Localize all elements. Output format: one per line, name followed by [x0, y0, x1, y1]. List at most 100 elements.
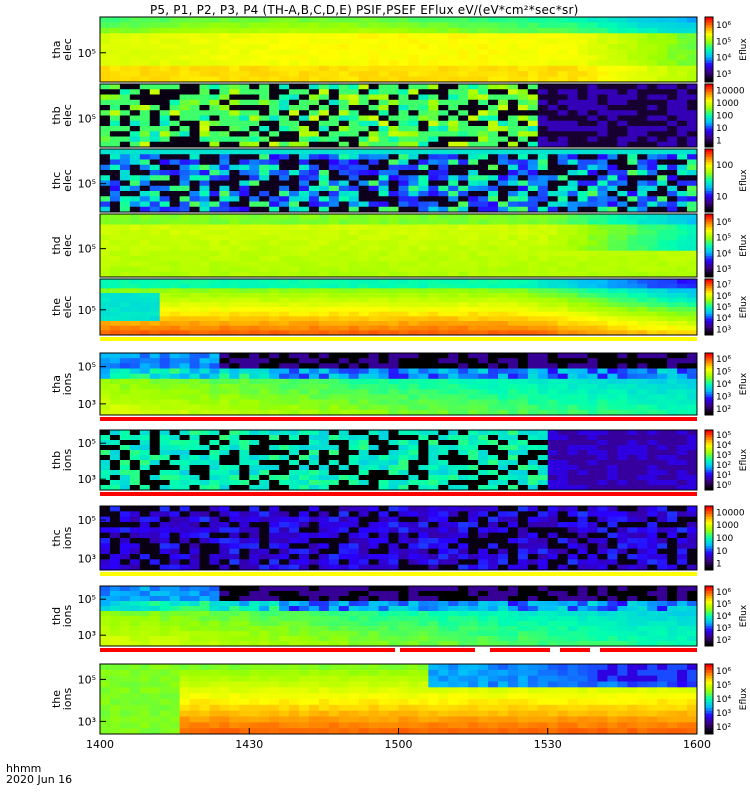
heatmap-cell: [647, 368, 658, 375]
heatmap-cell: [388, 409, 399, 416]
heatmap-cell: [139, 307, 151, 313]
heatmap-cell: [468, 330, 479, 336]
heatmap-cell: [328, 33, 340, 40]
heatmap-cell: [348, 141, 360, 148]
heatmap-cell: [677, 271, 688, 278]
heatmap-cell: [119, 445, 131, 451]
heatmap-cell: [239, 185, 250, 192]
heatmap-cell: [368, 271, 379, 278]
heatmap-cell: [129, 256, 141, 262]
heatmap-cell: [587, 71, 598, 77]
heatmap-cell: [348, 240, 360, 246]
heatmap-cell: [209, 266, 220, 273]
heatmap-cell: [199, 409, 210, 416]
heatmap-cell: [328, 170, 340, 176]
heatmap-cell: [617, 191, 628, 197]
heatmap-cell: [507, 404, 519, 411]
heatmap-cell: [159, 54, 171, 61]
heatmap-cell: [517, 302, 529, 308]
heatmap-cell: [328, 460, 340, 466]
heatmap-cell: [338, 99, 350, 106]
heatmap-cell: [537, 175, 549, 181]
colorbar-step: [705, 318, 713, 322]
heatmap-cell: [627, 44, 638, 50]
heatmap-cell: [438, 201, 449, 208]
colorbar-step: [705, 248, 713, 252]
heatmap-cell: [587, 307, 598, 313]
heatmap-cell: [378, 22, 389, 29]
heatmap-cell: [667, 409, 678, 416]
heatmap-cell: [368, 353, 379, 359]
heatmap-cell: [597, 399, 608, 406]
heatmap-cell: [219, 136, 230, 143]
heatmap-cell: [219, 293, 230, 299]
heatmap-cell: [627, 353, 638, 359]
heatmap-cell: [219, 325, 230, 331]
heatmap-cell: [249, 214, 260, 220]
heatmap-cell: [438, 399, 449, 406]
heatmap-cell: [249, 44, 260, 50]
heatmap-cell: [149, 214, 161, 220]
heatmap-cell: [398, 363, 409, 369]
heatmap-cell: [388, 353, 399, 359]
heatmap-cell: [687, 224, 698, 231]
heatmap-cell: [139, 229, 151, 236]
heatmap-cell: [557, 219, 569, 225]
heatmap-cell: [547, 430, 559, 436]
heatmap-cell: [458, 49, 469, 56]
heatmap-cell: [657, 353, 668, 359]
heatmap-cell: [517, 283, 529, 289]
heatmap-cell: [507, 219, 519, 225]
heatmap-cell: [587, 141, 598, 148]
heatmap-cell: [468, 60, 479, 67]
heatmap-cell: [478, 206, 489, 213]
heatmap-cell: [498, 214, 509, 220]
heatmap-cell: [428, 358, 439, 364]
heatmap-cell: [617, 115, 628, 122]
heatmap-cell: [408, 141, 419, 148]
heatmap-cell: [637, 368, 648, 375]
heatmap-cell: [478, 316, 489, 322]
heatmap-cell: [279, 219, 290, 225]
heatmap-cell: [537, 440, 549, 446]
heatmap-cell: [408, 316, 419, 322]
heatmap-cell: [647, 65, 658, 72]
panel-species-label: elec: [61, 104, 74, 127]
heatmap-cell: [557, 175, 569, 181]
heatmap-cell: [259, 440, 270, 446]
heatmap-cell: [408, 279, 419, 285]
heatmap-cell: [498, 307, 509, 313]
heatmap-cell: [458, 378, 469, 385]
heatmap-cell: [348, 455, 360, 461]
colorbar-step: [705, 240, 713, 244]
heatmap-cell: [627, 384, 638, 390]
heatmap-cell: [577, 229, 588, 236]
colorbar-step: [705, 54, 713, 59]
heatmap-cell: [557, 325, 569, 331]
heatmap-cell: [627, 131, 638, 137]
heatmap-cell: [378, 368, 389, 375]
heatmap-cell: [507, 297, 519, 303]
heatmap-cell: [239, 321, 250, 327]
heatmap-cell: [149, 170, 161, 176]
heatmap-cell: [567, 325, 578, 331]
heatmap-cell: [269, 288, 280, 294]
heatmap-cell: [637, 49, 648, 56]
panel-frame: [99, 83, 698, 148]
heatmap-cell: [557, 120, 569, 127]
heatmap-cell: [279, 250, 290, 257]
heatmap-cell: [478, 44, 489, 50]
heatmap-cell: [378, 245, 389, 252]
heatmap-cell: [517, 105, 529, 111]
heatmap-cell: [607, 330, 618, 336]
heatmap-cell: [667, 110, 678, 116]
heatmap-cell: [418, 141, 429, 148]
heatmap-cell: [179, 256, 190, 262]
colorbar-step: [705, 263, 713, 268]
heatmap-cell: [607, 136, 618, 143]
heatmap-cell: [567, 450, 578, 456]
heatmap-cell: [249, 307, 260, 313]
heatmap-cell: [338, 185, 350, 192]
colorbar-step: [705, 412, 713, 416]
heatmap-cell: [547, 261, 559, 267]
